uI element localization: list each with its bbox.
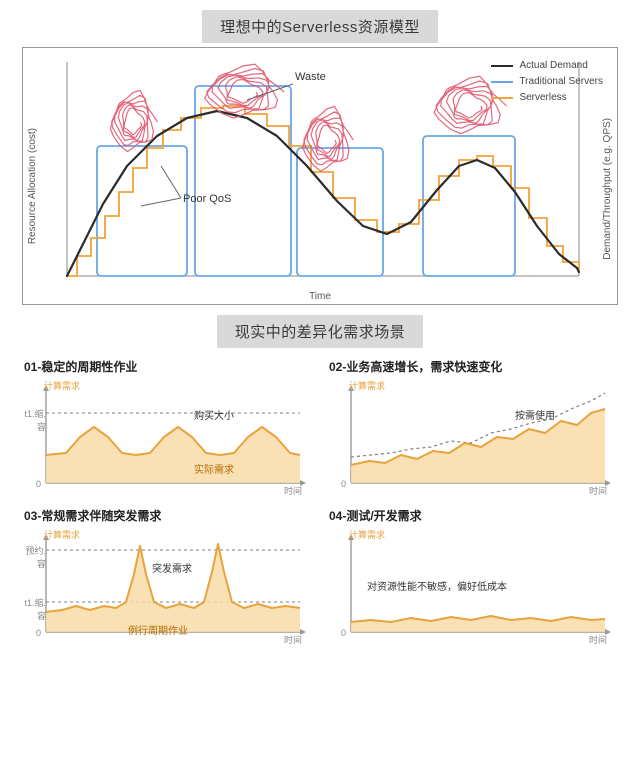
bottom-title: 现实中的差异化需求场景 [217, 315, 424, 348]
scenario-title: 04-测试/开发需求 [329, 507, 618, 524]
mini-chart: 0 计算需求时间 对资源性能不敏感，偏好低成本 [327, 526, 613, 646]
legend-row: Serverless [491, 90, 603, 106]
mini-chart-svg: 0 [327, 377, 613, 497]
svg-text:0: 0 [341, 628, 346, 638]
mini-tick-label: t1.缩.容 [22, 596, 46, 622]
mini-xlabel: 时间 [284, 484, 302, 497]
scenario-cell: 01-稳定的周期性作业 0 t1.缩.容 计算需求时间 购买大小实际需求 [22, 352, 313, 497]
svg-text:0: 0 [36, 479, 41, 489]
scenario-cell: 02-业务高速增长，需求快速变化 0 计算需求时间 按需使用 [327, 352, 618, 497]
mini-annotation: 实际需求 [194, 461, 234, 476]
mini-chart: 0 t1.缩.容预约.容 计算需求时间 突发需求例行周期作业 [22, 526, 308, 646]
scenario-title: 03-常规需求伴随突发需求 [24, 507, 313, 524]
scenario-cell: 04-测试/开发需求 0 计算需求时间 对资源性能不敏感，偏好低成本 [327, 501, 618, 646]
mini-annotation: 购买大小 [194, 407, 234, 422]
svg-text:Poor QoS: Poor QoS [183, 193, 231, 205]
legend-row: Traditional Servers [491, 74, 603, 90]
scenario-grid: 01-稳定的周期性作业0t1.缩.容计算需求时间购买大小实际需求02-业务高速增… [22, 352, 618, 646]
mini-tick-label: t1.缩.容 [22, 407, 46, 433]
mini-tick-label: 预约.容 [22, 544, 46, 570]
main-legend: Actual DemandTraditional ServersServerle… [491, 58, 603, 106]
legend-label: Traditional Servers [519, 74, 603, 90]
legend-swatch [491, 97, 513, 99]
mini-annotation: 对资源性能不敏感，偏好低成本 [367, 578, 507, 593]
svg-text:0: 0 [341, 479, 346, 489]
mini-xlabel: 时间 [589, 484, 607, 497]
top-title: 理想中的Serverless资源模型 [202, 10, 438, 43]
mini-ylabel: 计算需求 [44, 379, 80, 392]
mini-annotation: 突发需求 [152, 560, 192, 575]
mini-ylabel: 计算需求 [44, 528, 80, 541]
mini-ylabel: 计算需求 [349, 528, 385, 541]
scenario-title: 01-稳定的周期性作业 [24, 358, 313, 375]
legend-row: Actual Demand [491, 58, 603, 74]
legend-label: Serverless [519, 90, 566, 106]
mini-xlabel: 时间 [284, 633, 302, 646]
mini-chart: 0 t1.缩.容 计算需求时间 购买大小实际需求 [22, 377, 308, 497]
main-chart: Waste Poor QoS Resource Allocation (cost)… [22, 47, 618, 305]
svg-text:0: 0 [36, 628, 41, 638]
scenario-title: 02-业务高速增长，需求快速变化 [329, 358, 618, 375]
legend-label: Actual Demand [519, 58, 587, 74]
main-ylabel-left: Resource Allocation (cost) [27, 128, 38, 244]
mini-annotation: 按需使用 [515, 407, 555, 422]
mini-ylabel: 计算需求 [349, 379, 385, 392]
mini-chart-svg: 0 [22, 377, 308, 497]
scenario-cell: 03-常规需求伴随突发需求 0 t1.缩.容预约.容 计算需求时间 突发需求例行周期作业 [22, 501, 313, 646]
mini-annotation: 例行周期作业 [128, 622, 188, 637]
mini-xlabel: 时间 [589, 633, 607, 646]
main-ylabel-right: Demand/Throughput (e.g. QPS) [602, 118, 613, 260]
svg-text:Waste: Waste [295, 71, 326, 83]
main-xlabel: Time [23, 291, 617, 302]
legend-swatch [491, 65, 513, 67]
legend-swatch [491, 81, 513, 83]
mini-chart: 0 计算需求时间 按需使用 [327, 377, 613, 497]
